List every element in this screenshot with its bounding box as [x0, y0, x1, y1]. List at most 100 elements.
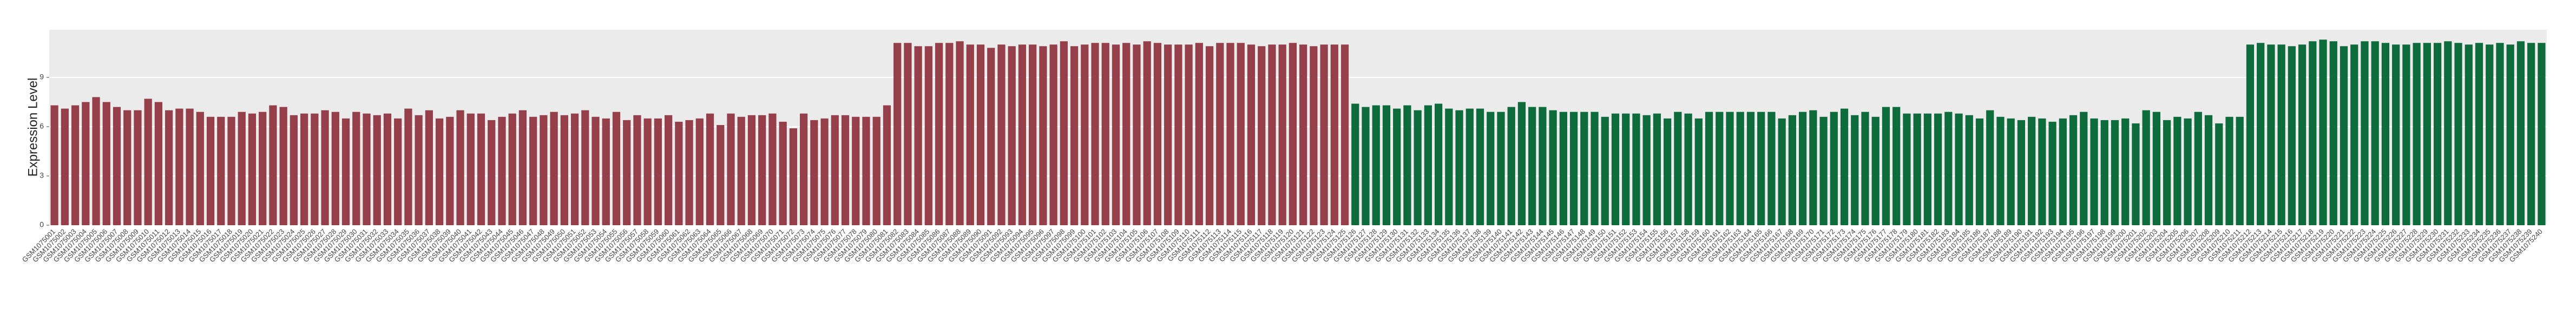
bar [2152, 112, 2161, 225]
bar [269, 105, 277, 225]
bar [456, 110, 464, 225]
bar [872, 116, 880, 225]
bar [737, 116, 745, 225]
bar [102, 102, 110, 225]
bar [165, 110, 173, 225]
bar [1549, 110, 1557, 225]
bar [1310, 46, 1318, 226]
bar [1081, 44, 1089, 225]
bar [2090, 118, 2098, 225]
bar [2381, 43, 2390, 225]
bar [1736, 112, 1744, 225]
bar [789, 128, 798, 225]
bar [113, 107, 121, 225]
bar [321, 110, 329, 225]
bar [799, 113, 808, 225]
bar [1757, 112, 1765, 225]
bar [2225, 116, 2233, 225]
bar [1798, 112, 1807, 225]
bar [2329, 41, 2337, 225]
bar [1237, 43, 1245, 225]
bar [1133, 44, 1141, 225]
bar [862, 116, 870, 225]
bar [508, 113, 516, 225]
bar [488, 120, 496, 225]
bar [1018, 44, 1027, 225]
bar [2465, 44, 2473, 225]
bar [1986, 110, 1994, 225]
bar [779, 121, 787, 225]
bar [2121, 118, 2130, 225]
bar [2433, 43, 2442, 225]
bar [1424, 105, 1432, 225]
bar [883, 105, 891, 225]
bar [2204, 115, 2213, 225]
bar [1122, 43, 1131, 225]
bar [1944, 112, 1953, 225]
bar [446, 116, 454, 225]
bar [1340, 44, 1349, 225]
bar [123, 110, 132, 225]
bar [1569, 112, 1578, 225]
bar [217, 116, 225, 225]
bar [2298, 44, 2306, 225]
bar [2350, 44, 2358, 225]
bar [2516, 41, 2525, 225]
y-tick-label: 0 [40, 220, 44, 229]
bar [747, 115, 756, 225]
bar [1840, 108, 1849, 225]
bar [383, 113, 392, 225]
bar [2475, 43, 2483, 225]
bar [2527, 43, 2535, 225]
bar [2288, 46, 2296, 226]
bar [498, 116, 506, 225]
bar [2506, 44, 2514, 225]
bar [1746, 112, 1755, 225]
bar [1684, 113, 1692, 225]
bar [1060, 41, 1068, 225]
bar [1008, 46, 1016, 226]
bar [1507, 107, 1515, 225]
bar [227, 116, 235, 225]
bar [2007, 118, 2015, 225]
bar [1809, 110, 1817, 225]
bar [259, 112, 267, 225]
bar [2277, 44, 2285, 225]
bar [1414, 110, 1422, 225]
bar [2184, 118, 2192, 225]
bar [1871, 116, 1880, 225]
bar [477, 113, 485, 225]
bar [1039, 46, 1047, 226]
bar [1528, 107, 1536, 225]
bar [540, 115, 548, 225]
bar [144, 99, 152, 225]
bar [1996, 116, 2005, 225]
bar [1258, 46, 1266, 226]
bar [1622, 113, 1630, 225]
bar [2257, 43, 2265, 225]
bar [1611, 113, 1620, 225]
bar [1923, 113, 1931, 225]
bar [841, 115, 850, 225]
bar [1934, 113, 1942, 225]
bar [1497, 112, 1505, 225]
bar [685, 120, 693, 225]
bar [2080, 112, 2088, 225]
bar [2236, 116, 2244, 225]
bar [1903, 113, 1911, 225]
bar [810, 120, 818, 225]
bar [717, 125, 725, 225]
bar [727, 113, 735, 225]
bar [394, 118, 402, 225]
bar [1591, 112, 1599, 225]
bar [1268, 44, 1276, 225]
bar [1174, 44, 1182, 225]
bar [1674, 112, 1682, 225]
bar [279, 107, 287, 225]
bar [758, 115, 766, 225]
bar [2069, 115, 2078, 225]
bar [415, 115, 423, 225]
bar [1393, 108, 1401, 225]
